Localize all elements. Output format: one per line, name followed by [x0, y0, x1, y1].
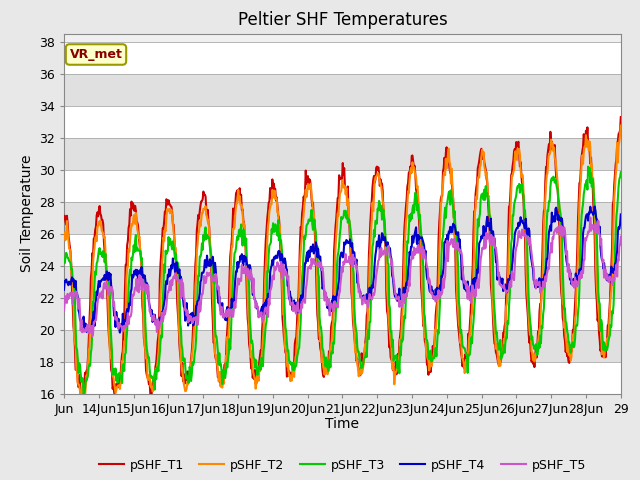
Legend: pSHF_T1, pSHF_T2, pSHF_T3, pSHF_T4, pSHF_T5: pSHF_T1, pSHF_T2, pSHF_T3, pSHF_T4, pSHF…: [93, 454, 591, 477]
pSHF_T5: [617, 234, 625, 240]
pSHF_T1: [256, 352, 264, 358]
pSHF_T5: [228, 312, 236, 318]
pSHF_T4: [60, 287, 68, 293]
pSHF_T5: [432, 299, 440, 304]
Y-axis label: Soil Temperature: Soil Temperature: [20, 155, 33, 272]
pSHF_T1: [432, 312, 440, 318]
pSHF_T5: [586, 215, 594, 220]
pSHF_T2: [432, 329, 440, 335]
pSHF_T4: [617, 212, 625, 217]
pSHF_T5: [256, 313, 264, 319]
pSHF_T1: [617, 114, 625, 120]
pSHF_T3: [228, 285, 236, 291]
Line: pSHF_T5: pSHF_T5: [64, 217, 621, 336]
Bar: [64, 169, 621, 202]
pSHF_T1: [401, 225, 408, 230]
pSHF_T5: [60, 307, 68, 313]
pSHF_T3: [60, 255, 68, 261]
pSHF_T1: [228, 226, 236, 231]
pSHF_T4: [116, 330, 124, 336]
Bar: [64, 106, 621, 138]
Line: pSHF_T4: pSHF_T4: [64, 206, 621, 333]
pSHF_T2: [80, 396, 88, 401]
Title: Peltier SHF Temperatures: Peltier SHF Temperatures: [237, 11, 447, 29]
pSHF_T1: [277, 255, 285, 261]
Text: VR_met: VR_met: [70, 48, 122, 61]
pSHF_T3: [277, 237, 285, 243]
Bar: [64, 202, 621, 234]
Line: pSHF_T1: pSHF_T1: [64, 117, 621, 398]
Bar: [64, 42, 621, 73]
pSHF_T3: [401, 313, 408, 319]
pSHF_T3: [584, 164, 592, 169]
pSHF_T5: [277, 259, 285, 264]
pSHF_T2: [401, 252, 408, 258]
pSHF_T2: [256, 368, 264, 374]
pSHF_T3: [432, 345, 440, 351]
Line: pSHF_T2: pSHF_T2: [64, 125, 621, 398]
pSHF_T1: [147, 395, 155, 401]
Bar: [64, 73, 621, 106]
pSHF_T2: [126, 239, 134, 244]
pSHF_T1: [125, 221, 133, 227]
pSHF_T2: [228, 244, 236, 250]
pSHF_T4: [126, 302, 134, 308]
pSHF_T4: [591, 204, 598, 209]
pSHF_T5: [401, 300, 408, 306]
pSHF_T5: [88, 334, 96, 339]
Bar: [64, 138, 621, 169]
pSHF_T3: [617, 169, 625, 175]
pSHF_T2: [277, 246, 285, 252]
Bar: [64, 330, 621, 361]
pSHF_T4: [401, 291, 408, 297]
Bar: [64, 361, 621, 394]
Bar: [64, 298, 621, 330]
X-axis label: Time: Time: [325, 417, 360, 431]
pSHF_T4: [228, 304, 236, 310]
pSHF_T4: [256, 311, 264, 317]
pSHF_T4: [277, 258, 285, 264]
pSHF_T2: [60, 232, 68, 238]
pSHF_T2: [617, 122, 625, 128]
pSHF_T4: [432, 287, 440, 292]
pSHF_T1: [60, 216, 68, 221]
Bar: [64, 234, 621, 265]
Bar: [64, 265, 621, 298]
pSHF_T3: [256, 362, 264, 368]
pSHF_T5: [126, 314, 134, 320]
pSHF_T3: [126, 267, 134, 273]
Line: pSHF_T3: pSHF_T3: [64, 167, 621, 395]
pSHF_T3: [80, 392, 88, 398]
